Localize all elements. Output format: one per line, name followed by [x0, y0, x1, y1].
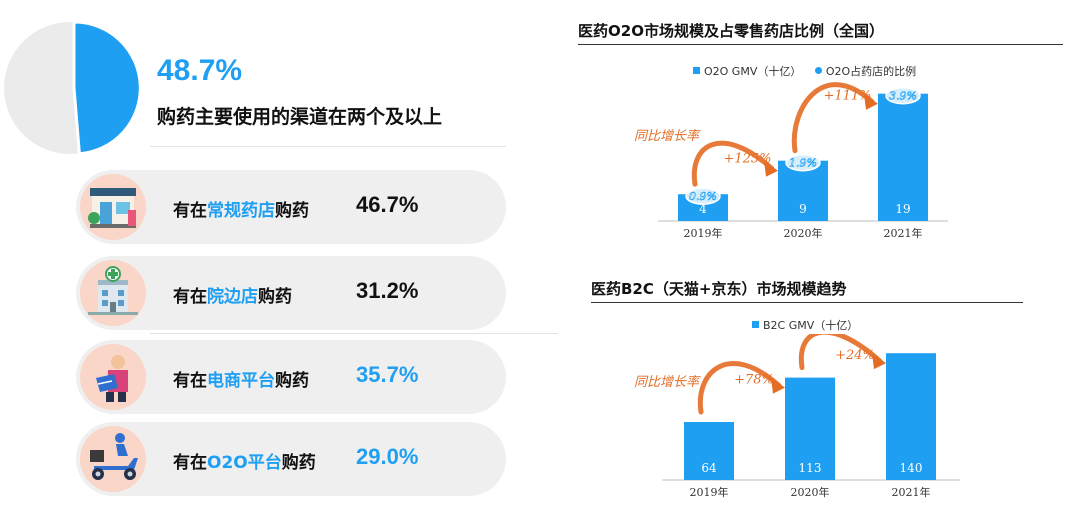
bar: [878, 93, 928, 221]
growth-arrowhead: [872, 353, 886, 370]
x-tick-label: 2021年: [884, 226, 923, 240]
legend-label-b2c: B2C GMV（十亿）: [763, 319, 859, 332]
x-tick-label: 2020年: [791, 485, 830, 499]
bar: [886, 353, 936, 480]
delivery-scooter-icon: [80, 426, 146, 492]
channel-percent: 29.0%: [356, 444, 419, 469]
ratio-label: 0.9%: [689, 190, 717, 203]
chart1-title-rule: [578, 44, 1063, 45]
pharmacy-icon: [80, 174, 146, 240]
bar: [684, 422, 734, 480]
ratio-bubble: [685, 187, 721, 205]
ecommerce-courier-icon: [80, 344, 146, 410]
legend-bar-swatch: [752, 321, 759, 328]
growth-arrow: [798, 334, 883, 371]
growth-arrowhead: [764, 160, 778, 177]
channel-label: 有在常规药店购药: [173, 201, 309, 221]
legend-bar-swatch: [693, 67, 700, 74]
channel-card-pharmacy: 有在常规药店购药 46.7%: [76, 170, 506, 244]
ratio-bubble: [785, 153, 821, 172]
channel-label: 有在电商平台购药: [173, 371, 309, 391]
legend-dot-swatch: [814, 67, 822, 74]
growth-rate-label: +24%: [835, 348, 875, 363]
bar-value-label: 4: [699, 202, 707, 216]
channel-label: 有在O2O平台购药: [173, 453, 316, 473]
b2c-bar-chart: 64 2019年 113 2020年 140 2021年 +78% +24% 同比增长率: [634, 334, 960, 499]
growth-arrow: [791, 82, 875, 154]
bar-value-label: 64: [701, 461, 717, 475]
bar-value-label: 19: [895, 202, 910, 216]
divider: [150, 146, 506, 147]
pie-highlight-slice: [72, 20, 142, 156]
growth-caption: 同比增长率: [634, 128, 701, 144]
ratio-bubble: [885, 86, 921, 105]
chart1-title: 医药O2O市场规模及占零售药店比例（全国）: [578, 22, 884, 40]
channel-percent: 35.7%: [356, 362, 419, 387]
channel-percent: 46.7%: [356, 192, 419, 217]
growth-caption: 同比增长率: [634, 374, 701, 390]
channel-card-ecommerce: 有在电商平台购药 35.7%: [76, 340, 506, 414]
bar-value-label: 113: [799, 461, 822, 475]
headline-percent: 48.7%: [157, 54, 243, 87]
share-pie-chart: [4, 20, 142, 156]
chart2-title: 医药B2C（天猫+京东）市场规模趋势: [591, 280, 847, 298]
channel-percent: 31.2%: [356, 278, 419, 303]
channel-card-o2o: 有在O2O平台购药 29.0%: [76, 422, 506, 496]
legend-label-ratio: O2O占药店的比例: [825, 65, 917, 78]
o2o-bar-chart: 4 2019年 9 2020年 19 2021年 0.9% 1.9% 3.9% +125% +111…: [634, 82, 948, 240]
growth-arrowhead: [864, 93, 878, 110]
ratio-label: 1.9%: [789, 157, 817, 170]
growth-rate-label: +111%: [823, 89, 871, 104]
ratio-label: 3.9%: [889, 90, 917, 103]
x-tick-label: 2021年: [892, 485, 931, 499]
x-tick-label: 2020年: [784, 226, 823, 240]
legend-label-gmv: O2O GMV（十亿）: [704, 65, 802, 78]
divider: [150, 333, 558, 334]
growth-arrow: [697, 361, 782, 415]
channel-label: 有在院边店购药: [173, 287, 292, 307]
growth-arrow: [691, 140, 775, 187]
x-tick-label: 2019年: [684, 226, 723, 240]
growth-rate-label: +125%: [723, 152, 771, 167]
bar-value-label: 140: [900, 461, 923, 475]
growth-rate-label: +78%: [734, 373, 774, 388]
growth-arrowhead: [771, 377, 785, 394]
chart1-legend: O2O GMV（十亿） O2O占药店的比例: [693, 63, 916, 79]
headline-text: 购药主要使用的渠道在两个及以上: [157, 106, 443, 128]
chart2-legend: B2C GMV（十亿）: [752, 317, 858, 333]
chart2-title-rule: [591, 302, 1023, 303]
channel-card-hospital-side: 有在院边店购药 31.2%: [76, 256, 506, 330]
x-tick-label: 2019年: [690, 485, 729, 499]
hospital-icon: [80, 260, 146, 326]
bar: [785, 377, 835, 480]
bar-value-label: 9: [799, 202, 807, 216]
